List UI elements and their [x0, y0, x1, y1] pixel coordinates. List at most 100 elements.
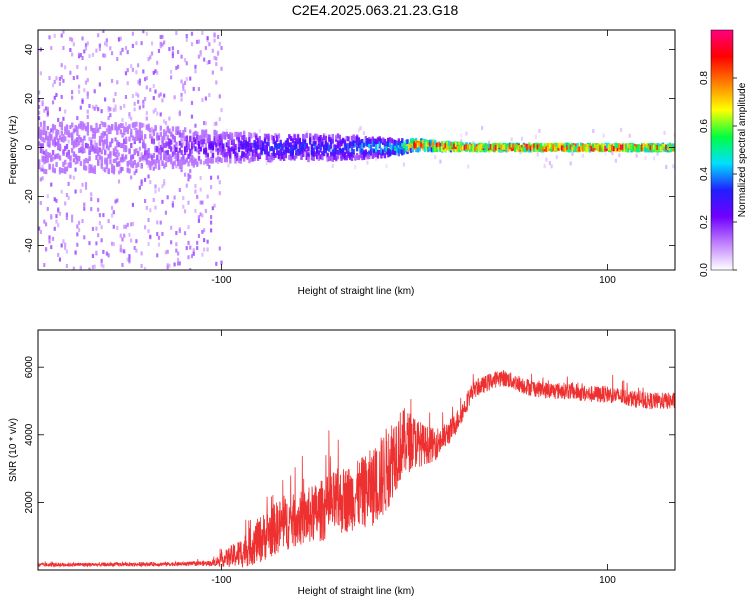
- spectrogram-cell: [176, 151, 180, 157]
- spectrogram-cell: [472, 143, 475, 149]
- spectrogram-cell: [196, 139, 199, 145]
- spectrogram-cell: [343, 145, 347, 151]
- spectrogram-cell: [510, 137, 513, 142]
- spectrogram-cell: [237, 137, 241, 143]
- spectrogram-cell: [152, 84, 155, 89]
- spectrogram-cell: [293, 145, 296, 151]
- spectrogram-cell: [104, 131, 107, 136]
- spectrogram-cell: [159, 44, 162, 49]
- spectrogram-cell: [65, 143, 69, 149]
- spectrogram-cell: [258, 129, 261, 134]
- spectrogram-cell: [265, 145, 268, 151]
- spectrogram-cell: [93, 165, 96, 171]
- spectrogram-cell: [147, 229, 150, 234]
- spectrogram-cell: [209, 158, 213, 164]
- spectrogram-cell: [336, 154, 340, 160]
- spectrogram-cell: [51, 236, 55, 241]
- spectrogram-cell: [242, 144, 246, 150]
- spectrogram-cell: [116, 149, 119, 155]
- spectrogram-cell: [189, 151, 192, 157]
- spectrogram-cell: [533, 147, 536, 153]
- spectrogram-cell: [149, 55, 152, 60]
- spectrogram-cell: [451, 142, 454, 148]
- spectrogram-cell: [140, 155, 143, 161]
- spectrogram-cell: [220, 66, 223, 71]
- spectrogram-cell: [336, 143, 340, 149]
- spectrogram-cell: [296, 139, 300, 145]
- spectrogram-cell: [154, 189, 157, 194]
- spectrogram-cell: [187, 141, 190, 147]
- spectrogram-cell: [206, 138, 209, 144]
- spectrogram-cell: [171, 51, 174, 56]
- spectrogram-cell: [147, 174, 150, 179]
- spectrogram-cell: [79, 189, 82, 194]
- spectrogram-cell: [324, 135, 328, 141]
- spectrogram-cell: [404, 139, 407, 145]
- spectrogram-cell: [540, 143, 543, 149]
- spectrogram-cell: [291, 154, 295, 160]
- spectrogram-cell: [220, 133, 223, 139]
- spectrogram-cell: [142, 69, 145, 74]
- spectrogram-cell: [112, 148, 116, 154]
- spectrogram-cell: [175, 65, 178, 70]
- spectrogram-cell: [204, 152, 208, 158]
- spectrogram-cell: [208, 42, 211, 47]
- spectrogram-cell: [60, 75, 63, 80]
- spectrogram-cell: [128, 136, 131, 142]
- spectrogram-cell: [340, 148, 343, 154]
- spectrogram-cell: [175, 242, 178, 247]
- spectrogram-cell: [347, 151, 350, 157]
- spectrogram-cell: [197, 87, 201, 92]
- spectrogram-cell: [529, 145, 533, 151]
- spectrogram-cell: [453, 143, 456, 149]
- spectrogram-cell: [206, 38, 209, 43]
- spectrogram-cell: [300, 146, 303, 152]
- spectrogram-cell: [175, 130, 178, 136]
- spectrogram-cell: [95, 148, 98, 154]
- spectrogram-cell: [375, 144, 378, 150]
- spectrogram-cell: [468, 144, 472, 150]
- spectrogram-cell: [65, 212, 68, 217]
- spectrogram-cell: [295, 142, 298, 148]
- spectrogram-cell: [319, 147, 322, 153]
- spectrogram-cell: [51, 149, 55, 155]
- spectrogram-cell: [154, 205, 157, 210]
- spectrogram-cell: [185, 140, 189, 146]
- spectrogram-cell: [131, 31, 135, 36]
- spectrogram-cell: [124, 224, 128, 229]
- spectrogram-cell: [338, 142, 341, 148]
- spectrogram-cell: [105, 164, 109, 170]
- spectrogram-cell: [227, 133, 230, 139]
- spectrogram-cell: [173, 160, 176, 166]
- spectrogram-cell: [71, 37, 74, 42]
- spectrogram-cell: [458, 144, 461, 150]
- spectrogram-cell: [357, 155, 361, 161]
- spectrogram-cell: [501, 147, 505, 153]
- spectrogram-cell: [86, 91, 89, 96]
- spectrogram-cell: [182, 196, 185, 201]
- spectrogram-cell: [71, 133, 74, 139]
- spectrogram-cell: [378, 136, 381, 142]
- spectrogram-cell: [69, 37, 72, 42]
- spectrogram-cell: [196, 39, 199, 44]
- spectrogram-cell: [156, 135, 159, 141]
- spectrogram-cell: [43, 130, 46, 136]
- spectrogram-cell: [564, 146, 567, 152]
- spectrogram-cell: [161, 98, 164, 103]
- spectrogram-cell: [138, 130, 142, 136]
- spectrogram-cell: [90, 197, 93, 202]
- spectrogram-cell: [298, 143, 301, 149]
- spectrogram-cell: [315, 135, 319, 141]
- spectrogram-cell: [606, 142, 609, 148]
- spectrogram-cell: [658, 146, 661, 152]
- spectrogram-cell: [55, 76, 58, 81]
- spectrogram-cell: [109, 156, 112, 161]
- spectrogram-cell: [218, 146, 222, 152]
- spectrogram-cell: [104, 139, 107, 145]
- spectrogram-cell: [249, 146, 253, 152]
- spectrogram-cell: [48, 143, 51, 148]
- spectrogram-cell: [98, 147, 102, 153]
- spectrogram-cell: [409, 147, 413, 153]
